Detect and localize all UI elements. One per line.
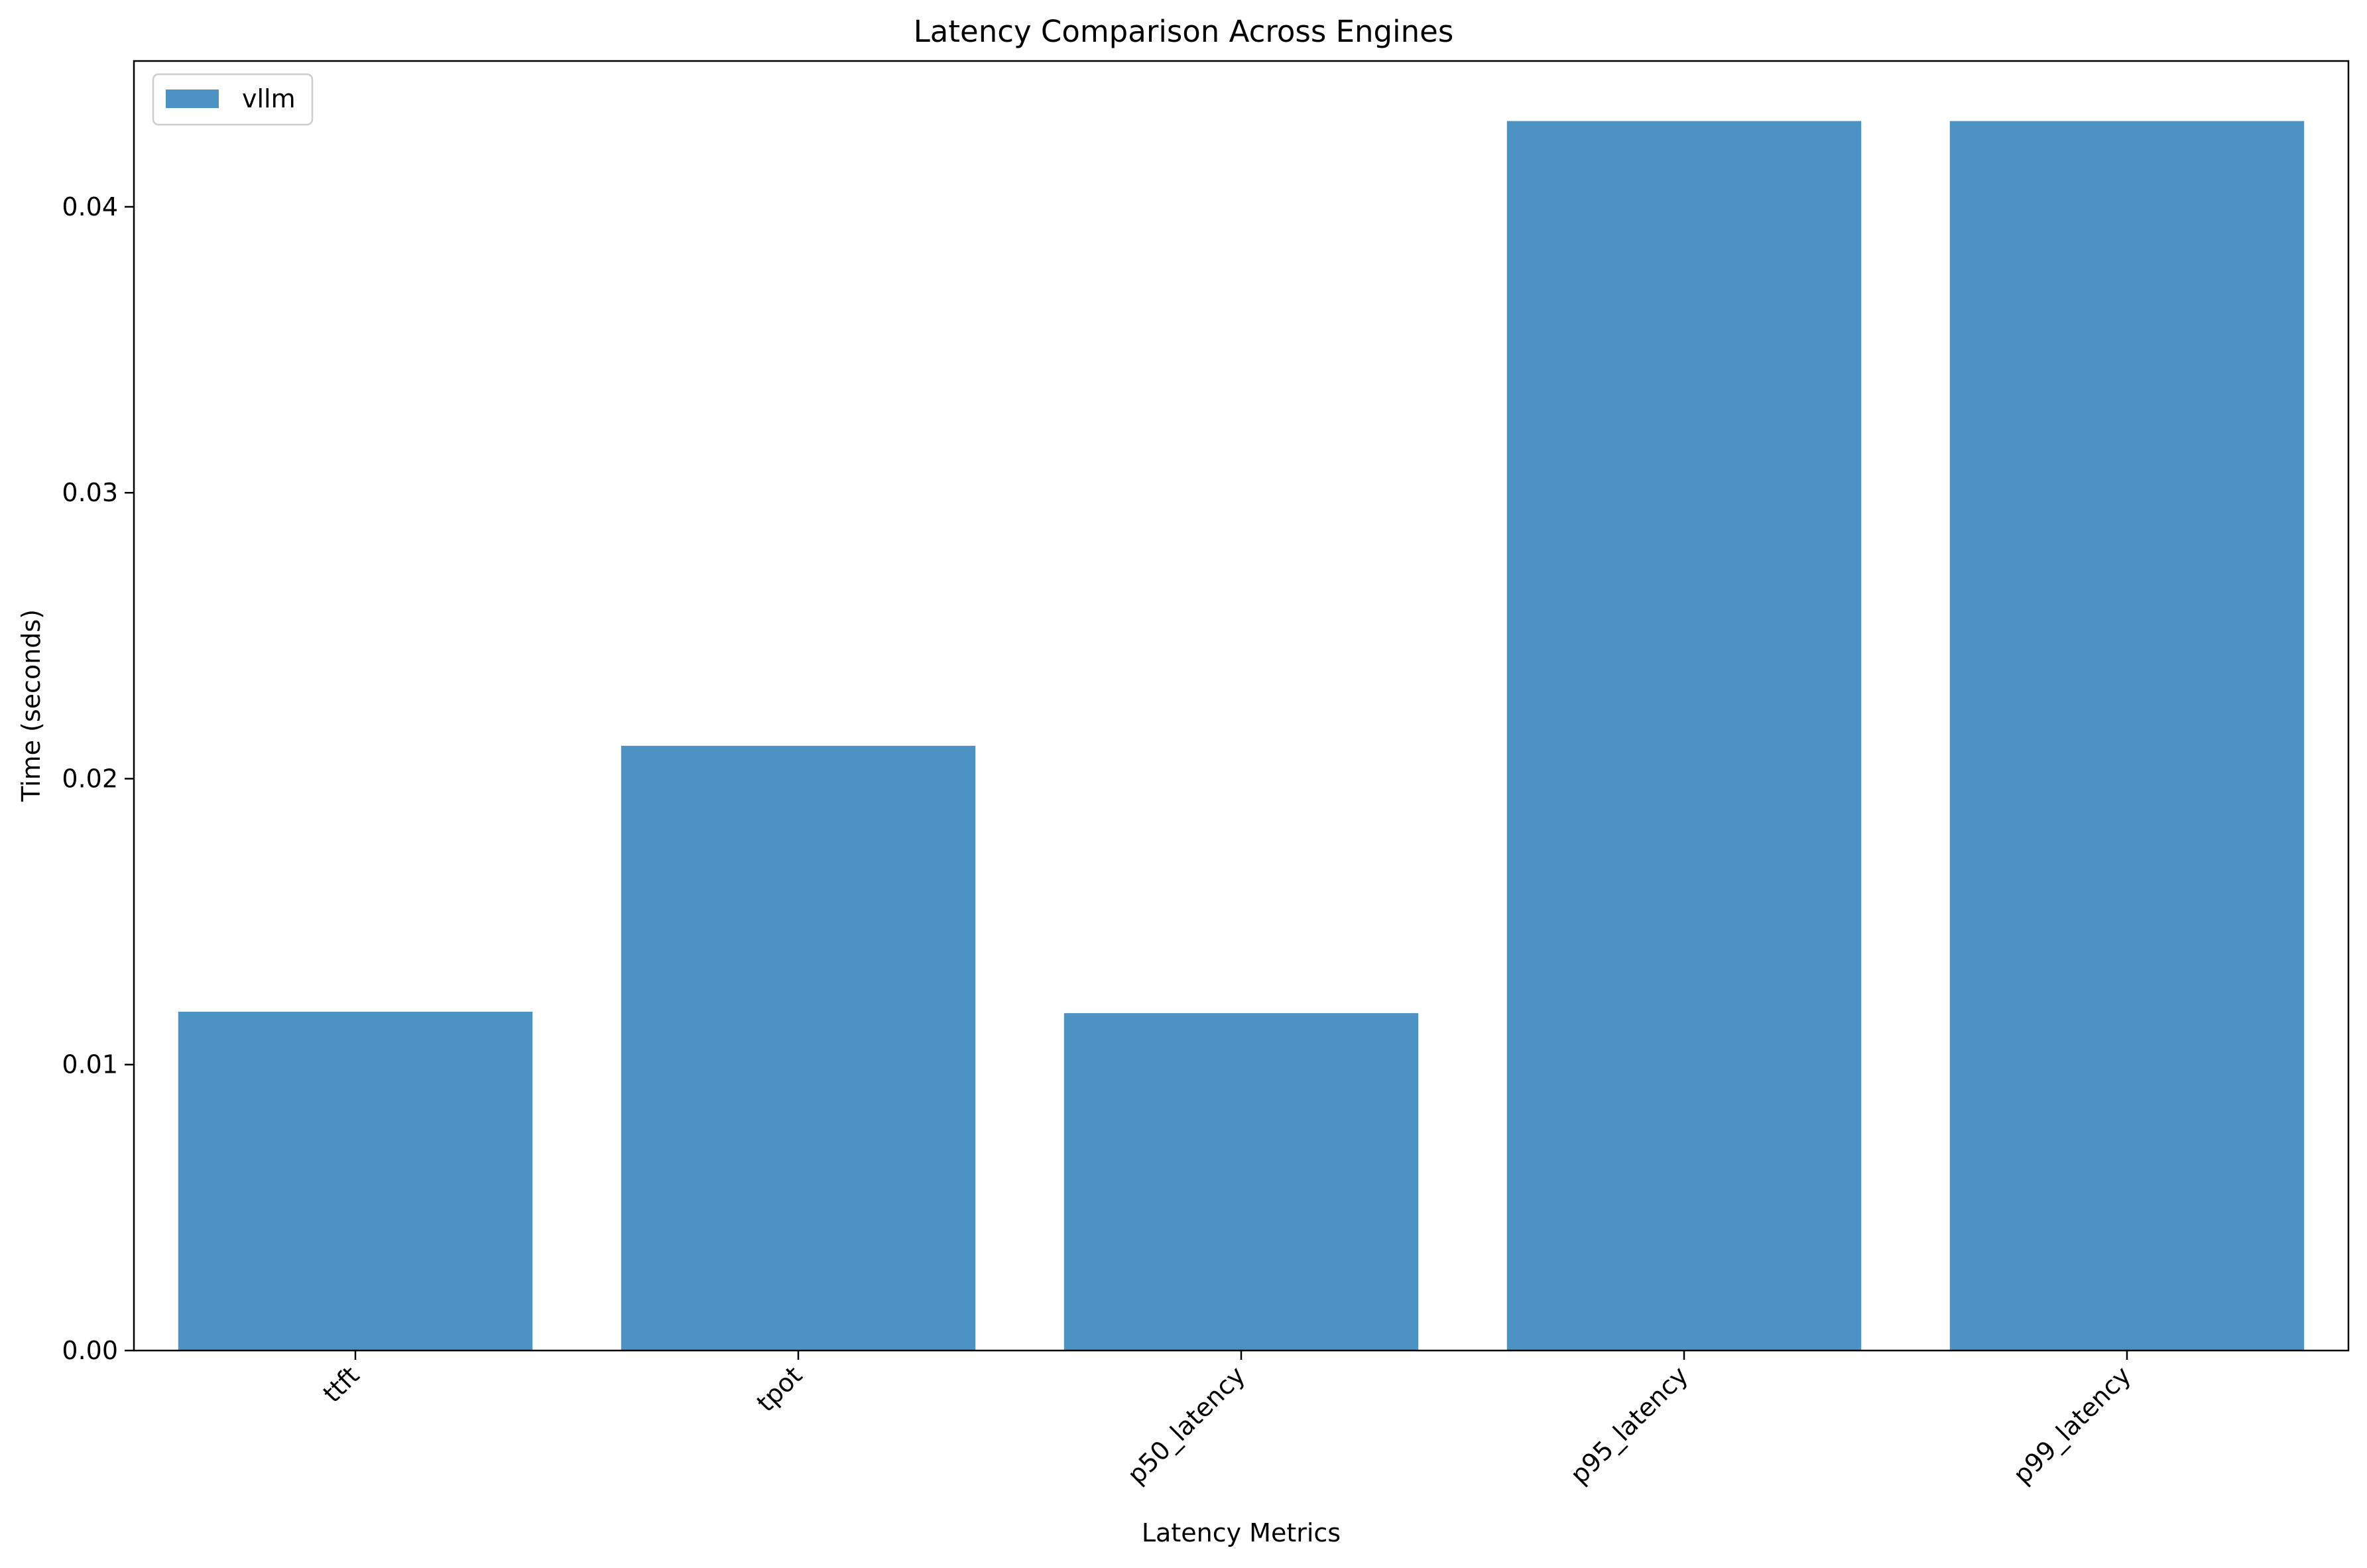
y-tick-label: 0.04 [62,192,118,221]
legend-box [152,73,314,126]
bar-ttft [178,1011,533,1351]
chart-title: Latency Comparison Across Engines [914,14,1454,49]
bar-p99_latency [1949,121,2305,1351]
y-tick-label: 0.03 [62,478,118,507]
bar-p50_latency [1063,1013,1419,1351]
legend: vllm [152,73,314,126]
plot-frame [133,60,2350,1352]
y-tick-label: 0.02 [62,764,118,793]
y-tick-label: 0.01 [62,1050,118,1079]
bar-p95_latency [1506,121,1862,1351]
x-axis-label: Latency Metrics [1142,1518,1341,1547]
legend-swatch [166,90,219,108]
bar-tpot [621,745,976,1351]
legend-label: vllm [242,84,296,113]
y-axis-label: Time (seconds) [17,609,46,802]
y-tick-label: 0.00 [62,1336,118,1365]
y-axis: 0.00 0.01 0.02 0.03 0.04 [62,192,134,1365]
bars [178,121,2305,1351]
